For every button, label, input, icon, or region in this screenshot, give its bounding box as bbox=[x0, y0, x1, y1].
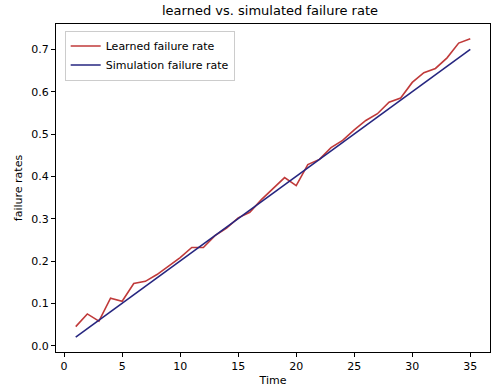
svg-text:0.1: 0.1 bbox=[31, 297, 49, 310]
svg-text:0.5: 0.5 bbox=[31, 128, 49, 141]
svg-text:0.0: 0.0 bbox=[31, 340, 49, 353]
svg-text:15: 15 bbox=[231, 360, 245, 373]
svg-text:35: 35 bbox=[463, 360, 477, 373]
svg-text:Learned failure rate: Learned failure rate bbox=[106, 40, 215, 53]
svg-text:0.6: 0.6 bbox=[31, 86, 49, 99]
svg-text:0.2: 0.2 bbox=[31, 255, 49, 268]
svg-text:0.4: 0.4 bbox=[31, 170, 49, 183]
svg-text:25: 25 bbox=[347, 360, 361, 373]
svg-text:5: 5 bbox=[119, 360, 126, 373]
svg-text:20: 20 bbox=[289, 360, 303, 373]
svg-text:Simulation failure rate: Simulation failure rate bbox=[106, 59, 229, 72]
svg-text:0.7: 0.7 bbox=[31, 43, 49, 56]
svg-text:0: 0 bbox=[61, 360, 68, 373]
svg-text:Time: Time bbox=[259, 374, 287, 387]
svg-text:0.3: 0.3 bbox=[31, 213, 49, 226]
svg-text:learned vs. simulated failure: learned vs. simulated failure rate bbox=[162, 3, 378, 18]
svg-text:10: 10 bbox=[173, 360, 187, 373]
svg-text:failure rates: failure rates bbox=[12, 155, 25, 222]
svg-text:30: 30 bbox=[405, 360, 419, 373]
